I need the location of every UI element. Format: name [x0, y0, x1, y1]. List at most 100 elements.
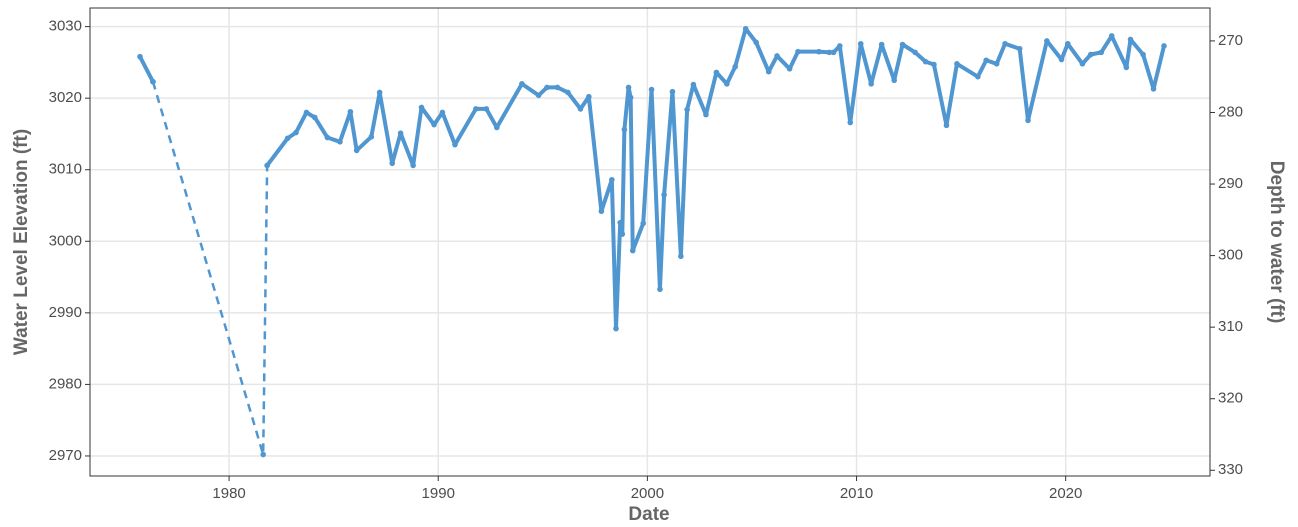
point	[312, 114, 318, 121]
plot-border	[89, 7, 1211, 477]
y2-tick-label: 330	[1218, 461, 1243, 478]
point	[912, 49, 918, 56]
point	[324, 134, 331, 141]
point	[661, 191, 667, 198]
point	[657, 286, 663, 293]
point	[1123, 64, 1130, 71]
point	[565, 89, 571, 96]
point	[1058, 56, 1065, 63]
point	[347, 108, 354, 115]
point	[627, 94, 634, 101]
y2-tick-label: 300	[1218, 247, 1243, 264]
y2-tick-label: 290	[1218, 175, 1243, 192]
point	[891, 77, 897, 84]
point	[774, 53, 780, 59]
point	[609, 176, 615, 183]
point	[878, 41, 885, 48]
point	[713, 69, 720, 76]
point	[376, 89, 383, 96]
point	[922, 58, 929, 65]
point	[724, 81, 730, 87]
point	[353, 147, 360, 154]
point	[519, 81, 525, 87]
point	[303, 109, 310, 116]
point	[452, 141, 458, 148]
point	[619, 231, 626, 237]
point	[389, 160, 396, 167]
point	[1161, 43, 1167, 49]
point	[703, 111, 709, 118]
point	[640, 220, 647, 227]
point	[150, 78, 156, 85]
y-tick-label: 3000	[49, 232, 82, 249]
point	[410, 162, 416, 169]
point	[847, 119, 854, 126]
line	[151, 81, 269, 456]
point	[1016, 45, 1023, 52]
x-tick-label: 1990	[422, 485, 455, 502]
x-tick-label: 2000	[631, 485, 664, 502]
x-tick-label: 1980	[212, 485, 245, 502]
point	[993, 61, 1000, 67]
point	[1064, 40, 1071, 47]
point	[1044, 38, 1050, 44]
y2-tick-label: 270	[1218, 32, 1243, 49]
point	[1079, 61, 1086, 67]
point	[975, 73, 981, 80]
point	[690, 81, 697, 88]
point	[826, 49, 833, 56]
point	[1108, 33, 1115, 39]
point	[473, 106, 479, 112]
point	[669, 88, 676, 95]
point	[617, 219, 623, 226]
y-tick-label: 3030	[49, 18, 82, 35]
point	[868, 81, 874, 87]
point	[613, 325, 619, 332]
point	[577, 106, 584, 112]
point	[586, 93, 592, 100]
y-tick-label: 3020	[49, 89, 82, 106]
point	[439, 109, 446, 116]
point	[629, 247, 636, 254]
point	[1087, 51, 1094, 58]
point	[795, 48, 801, 55]
y-tick-label: 2970	[49, 447, 82, 464]
point	[1002, 40, 1008, 47]
point	[648, 86, 655, 93]
point	[678, 253, 684, 260]
y-tick-label: 2980	[49, 375, 82, 392]
x-axis-title: Date	[628, 504, 669, 525]
y2-axis-title: Depth to water (ft)	[1266, 161, 1287, 324]
point	[765, 68, 772, 75]
point	[284, 135, 291, 142]
point	[684, 106, 690, 113]
point	[535, 92, 542, 99]
point	[397, 130, 404, 137]
point	[431, 121, 437, 128]
x-tick-label: 2020	[1049, 485, 1082, 502]
point	[753, 39, 759, 46]
point	[1140, 51, 1146, 58]
point	[1150, 86, 1157, 92]
point	[899, 41, 906, 48]
point	[732, 63, 739, 70]
y2-tick-label: 320	[1218, 390, 1243, 407]
point	[1127, 36, 1134, 43]
x-tick-label: 2010	[840, 485, 873, 502]
point	[260, 451, 266, 458]
y-tick-label: 2990	[49, 304, 82, 321]
y-tick-label: 3010	[49, 161, 82, 178]
point	[137, 53, 143, 60]
point	[857, 40, 864, 47]
point	[264, 162, 270, 169]
point	[837, 43, 843, 49]
point	[983, 57, 990, 64]
y-axis-title: Water Level Elevation (ft)	[11, 129, 32, 355]
point	[954, 61, 960, 67]
point	[1025, 117, 1031, 124]
point	[544, 84, 550, 91]
point	[418, 104, 425, 111]
point	[931, 61, 937, 68]
point	[625, 84, 632, 91]
